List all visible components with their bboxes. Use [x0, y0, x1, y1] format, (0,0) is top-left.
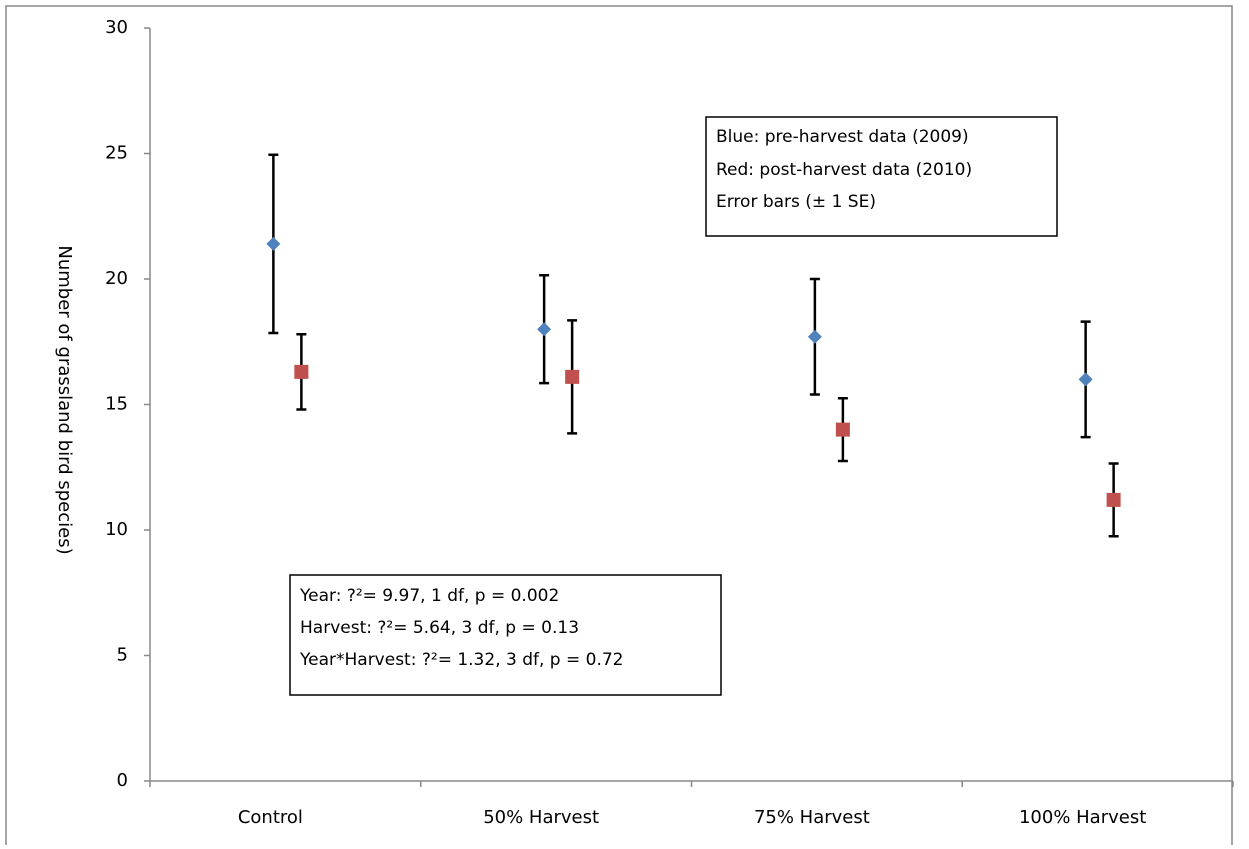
- point: [294, 364, 309, 379]
- point: [266, 236, 281, 251]
- x-tick-label: 50% Harvest: [483, 807, 599, 828]
- annotation: Blue: pre-harvest data (2009): [716, 127, 969, 147]
- y-tick-label: 25: [105, 143, 128, 164]
- x-tick-label: 100% Harvest: [1019, 807, 1146, 828]
- annotation: Year: ?²= 9.97, 1 df, p = 0.002: [299, 586, 559, 606]
- legend-box: [705, 116, 1058, 237]
- y-tick-label: 10: [105, 519, 128, 540]
- annotation: Year*Harvest: ?²= 1.32, 3 df, p = 0.72: [299, 650, 624, 670]
- x-tick-label: 75% Harvest: [754, 807, 870, 828]
- y-tick-label: 20: [105, 268, 128, 289]
- annotation: Harvest: ?²= 5.64, 3 df, p = 0.13: [300, 618, 579, 638]
- point: [1106, 492, 1121, 507]
- annotation: Red: post-harvest data (2010): [716, 160, 972, 180]
- point: [807, 329, 822, 344]
- y-tick-label: 5: [117, 645, 128, 666]
- point: [835, 422, 850, 437]
- annotation: Error bars (± 1 SE): [716, 192, 876, 212]
- y-axis-label: Number of grassland bird species): [54, 245, 75, 554]
- y-tick-label: 30: [105, 17, 128, 38]
- stats-box: [289, 574, 722, 696]
- point: [565, 369, 580, 384]
- x-tick-label: Control: [238, 807, 303, 828]
- y-tick-label: 15: [105, 394, 128, 415]
- point: [1078, 372, 1093, 387]
- y-tick-label: 0: [117, 770, 128, 791]
- point: [537, 322, 552, 337]
